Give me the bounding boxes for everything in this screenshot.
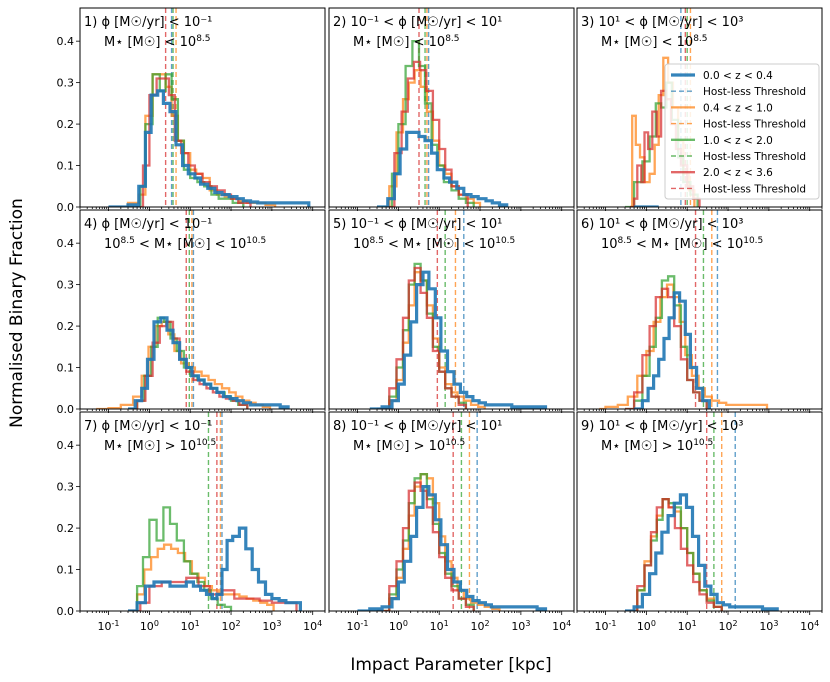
legend-entry-5: 1.0 < z < 2.0 (703, 135, 773, 147)
legend-entry-7: 2.0 < z < 3.6 (703, 167, 773, 179)
x-tick-label: 100 (637, 619, 656, 634)
panel-4-label-line2: 108.5 < M⋆ [M☉] < 1010.5 (104, 236, 266, 252)
panel-3-label-line1: 3) 10¹ < ϕ [M☉/yr] < 10³ (581, 15, 743, 30)
x-tick-label: 10-1 (347, 619, 369, 634)
panel-4: 0.0 0.1 0.2 0.3 0.4 4) ϕ [M☉/yr] < 10⁻¹ 108.5 … (57, 209, 326, 416)
panel-2-hist-series-1 (377, 130, 509, 207)
panel-9-label-line2: M⋆ [M☉] > 1010.5 (601, 438, 713, 454)
panel-5-hist-series-4 (377, 266, 468, 409)
x-axis-label: Impact Parameter [kpc] (350, 655, 551, 675)
panel-1-hist-series-2 (108, 73, 277, 207)
legend-entry-3: 0.4 < z < 1.0 (703, 102, 773, 114)
panel-6-plot-area (599, 210, 769, 409)
panel-5: 5) 10⁻¹ < ϕ [M☉/yr] < 10¹ 108.5 < M⋆ [M☉]… (328, 209, 575, 413)
panel-5-label-line1: 5) 10⁻¹ < ϕ [M☉/yr] < 10¹ (333, 217, 502, 232)
panel-3-label-line2: M⋆ [M☉] < 108.5 (601, 34, 708, 50)
x-tick-label: 102 (718, 619, 737, 634)
x-tick-label: 103 (759, 619, 778, 634)
panel-6-label-line2: 108.5 < M⋆ [M☉] < 1010.5 (601, 236, 763, 252)
panel-9-hist-series-4 (625, 497, 723, 611)
x-tick-label: 101 (678, 619, 697, 634)
x-tick-label: 104 (303, 619, 322, 634)
panel-8-label-line1: 8) 10⁻¹ < ϕ [M☉/yr] < 10¹ (333, 419, 502, 434)
panel-8: 10-1 100 101 102 103 104 8) 10⁻¹ < ϕ [M☉/yr] <… (328, 411, 575, 634)
legend-entry-2: Host-less Threshold (703, 86, 806, 98)
panel-7-hist-series-1 (128, 526, 302, 611)
y-tick-label: 0.0 (57, 605, 75, 618)
y-tick-label: 0.1 (57, 160, 75, 173)
panel-9-hist-series-1 (625, 493, 779, 611)
x-tick-label: 10-1 (98, 619, 120, 634)
panel-5-plot-area (369, 210, 548, 409)
panel-4-plot-area (96, 210, 290, 409)
panel-6-hist-series-1 (634, 291, 711, 409)
x-tick-label: 102 (221, 619, 240, 634)
x-tick-label: 102 (470, 619, 489, 634)
panel-1-label-line1: 1) ϕ [M☉/yr] < 10⁻¹ (84, 15, 212, 30)
legend-entry-8: Host-less Threshold (703, 183, 806, 195)
y-tick-label: 0.2 (57, 118, 75, 131)
panel-1-label-line2: M⋆ [M☉] < 108.5 (104, 34, 211, 50)
y-tick-label: 0.0 (57, 201, 75, 214)
panel-2-hist-series-4 (386, 60, 469, 207)
panel-6-hist-series-4 (625, 287, 708, 409)
panel-1-hist-series-1 (108, 89, 311, 207)
x-tick-label: 101 (181, 619, 200, 634)
y-tick-label: 0.3 (57, 279, 75, 292)
panel-5-label-line2: 108.5 < M⋆ [M☉] < 1010.5 (353, 236, 515, 252)
panel-8-hist-series-4 (377, 481, 475, 611)
panel-7-plot-area (128, 412, 302, 611)
x-tick-label: 10-1 (595, 619, 617, 634)
x-tick-label: 103 (262, 619, 281, 634)
legend-box (664, 63, 820, 200)
panel-5-hist-series-1 (369, 270, 548, 409)
panel-7-label-line2: M⋆ [M☉] > 1010.5 (104, 438, 216, 454)
panel-1: 0.0 0.1 0.2 0.3 0.4 1) ϕ [M☉/yr] < 10⁻¹ M⋆ [M☉… (57, 7, 326, 214)
y-axis-label: Normalised Binary Fraction (7, 198, 27, 428)
x-tick-label: 100 (140, 619, 159, 634)
panel-7: 0.0 0.1 0.2 0.3 0.4 10-1 100 101 102 103 104 7) ϕ [… (57, 411, 326, 634)
panel-9-plot-area (625, 412, 779, 611)
x-tick-label: 101 (430, 619, 449, 634)
panel-4-label-line1: 4) ϕ [M☉/yr] < 10⁻¹ (84, 217, 212, 232)
panel-6-label-line1: 6) 10¹ < ϕ [M☉/yr] < 10³ (581, 217, 743, 232)
legend: 0.0 < z < 0.4 Host-less Threshold 0.4 < z … (664, 63, 820, 200)
x-tick-label: 104 (552, 619, 571, 634)
panel-2-label-line1: 2) 10⁻¹ < ϕ [M☉/yr] < 10¹ (333, 15, 502, 30)
panel-8-label-line2: M⋆ [M☉] > 1010.5 (353, 438, 465, 454)
panel-4-hist-series-1 (128, 316, 290, 409)
panel-2-label-line2: M⋆ [M☉] < 108.5 (353, 34, 460, 50)
legend-entry-6: Host-less Threshold (703, 151, 806, 163)
panel-2: 2) 10⁻¹ < ϕ [M☉/yr] < 10¹ M⋆ [M☉] < 108.5 (328, 7, 575, 211)
y-tick-label: 0.4 (57, 237, 75, 250)
y-tick-label: 0.0 (57, 403, 75, 416)
panel-9-label-line1: 9) 10¹ < ϕ [M☉/yr] < 10³ (581, 419, 743, 434)
panel-8-hist-series-1 (357, 485, 548, 611)
panel-1-hist-series-3 (108, 73, 245, 207)
y-tick-label: 0.1 (57, 564, 75, 577)
panel-7-label-line1: 7) ϕ [M☉/yr] < 10⁻¹ (84, 419, 212, 434)
x-tick-label: 103 (511, 619, 530, 634)
x-tick-label: 100 (389, 619, 408, 634)
y-tick-label: 0.2 (57, 522, 75, 535)
y-tick-label: 0.3 (57, 77, 75, 90)
panel-6: 6) 10¹ < ϕ [M☉/yr] < 10³ 108.5 < M⋆ [M☉] … (576, 209, 823, 413)
panel-9: 10-1 100 101 102 103 104 9) 10¹ < ϕ [M☉/yr] < … (576, 411, 823, 634)
y-tick-label: 0.1 (57, 362, 75, 375)
panel-8-plot-area (357, 412, 548, 611)
y-tick-label: 0.2 (57, 320, 75, 333)
panel-1-hist-series-4 (108, 77, 252, 207)
legend-entry-1: 0.0 < z < 0.4 (703, 70, 773, 82)
y-tick-label: 0.4 (57, 439, 75, 452)
panel-1-plot-area (108, 8, 311, 207)
legend-entry-4: Host-less Threshold (703, 119, 806, 131)
x-tick-label: 104 (800, 619, 819, 634)
y-tick-label: 0.4 (57, 35, 75, 48)
panel-2-plot-area (377, 8, 509, 207)
panel-grid: 0.0 0.1 0.2 0.3 0.4 1) ϕ [M☉/yr] < 10⁻¹ M⋆ [M☉… (57, 7, 823, 634)
y-tick-label: 0.3 (57, 481, 75, 494)
